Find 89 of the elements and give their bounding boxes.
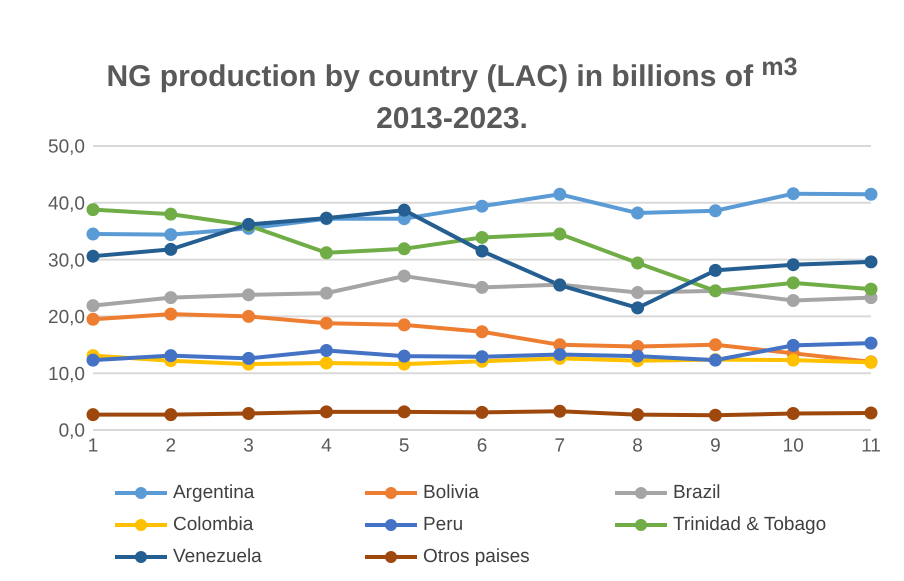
x-tick-label: 9 — [710, 435, 721, 456]
point — [164, 308, 178, 321]
point — [631, 286, 644, 300]
point — [864, 255, 878, 268]
x-tick-label: 1 — [88, 435, 98, 456]
point — [164, 242, 178, 256]
y-tick-label: 40,0 — [48, 194, 85, 215]
point — [786, 338, 800, 352]
point — [553, 404, 566, 418]
point — [864, 282, 878, 296]
y-tick-label: 10,0 — [48, 364, 85, 385]
y-tick-label: 30,0 — [48, 250, 85, 272]
legend-label: Peru — [423, 514, 464, 536]
point — [786, 407, 800, 420]
point — [476, 325, 488, 338]
x-tick-label: 6 — [476, 435, 488, 456]
point — [398, 242, 411, 256]
point — [398, 350, 411, 363]
point — [398, 405, 411, 418]
x-tick-label: 10 — [782, 435, 804, 456]
point — [864, 406, 878, 420]
point — [320, 286, 333, 300]
point — [476, 350, 488, 364]
point — [476, 200, 488, 213]
x-tick-label: 3 — [243, 435, 254, 456]
legend-label: Venezuela — [173, 546, 262, 568]
y-tick-label: 0,0 — [58, 420, 85, 442]
point — [553, 228, 566, 241]
point — [631, 206, 644, 220]
point — [786, 294, 800, 307]
point — [553, 348, 566, 361]
legend-label: Argentina — [173, 482, 254, 504]
y-tick-label: 50,0 — [48, 136, 85, 158]
point — [320, 246, 333, 260]
point — [476, 406, 488, 419]
point — [164, 208, 178, 221]
point — [476, 280, 488, 294]
point — [86, 250, 100, 263]
chart-title: NG production by country (LAC) in billions of $^{m3}$ 2013-2023. — [106, 53, 798, 135]
x-tick-label: 7 — [554, 435, 566, 456]
point — [164, 349, 178, 362]
point — [708, 408, 722, 422]
legend-label: Colombia — [173, 514, 254, 536]
point — [164, 408, 178, 422]
point — [476, 244, 488, 258]
x-tick-label: 8 — [632, 435, 643, 456]
point — [631, 350, 644, 363]
point — [86, 408, 100, 422]
point — [398, 204, 411, 217]
x-tick-label: 5 — [398, 435, 410, 456]
x-tick-label: 2 — [166, 435, 176, 456]
point — [86, 228, 100, 241]
point — [164, 228, 178, 242]
point — [864, 336, 878, 350]
point — [320, 316, 333, 330]
point — [242, 407, 256, 420]
point — [786, 258, 800, 272]
point — [242, 352, 256, 365]
point — [786, 187, 800, 200]
point — [242, 288, 256, 302]
point — [86, 354, 100, 367]
point — [164, 291, 178, 304]
point — [476, 230, 488, 244]
point — [242, 310, 256, 323]
point — [864, 188, 878, 201]
legend-label: Brazil — [673, 482, 721, 504]
point — [398, 318, 411, 332]
point — [398, 270, 411, 283]
point — [320, 405, 333, 418]
point — [708, 204, 722, 218]
legend-label: Trinidad & Tobago — [673, 514, 826, 536]
point — [786, 354, 800, 367]
point — [320, 356, 333, 370]
point — [631, 408, 644, 422]
x-tick-label: 11 — [861, 435, 881, 456]
point — [320, 344, 333, 357]
legend-label: Otros paises — [423, 546, 530, 568]
point — [631, 256, 644, 270]
point — [708, 264, 722, 277]
point — [708, 338, 722, 352]
point — [86, 299, 100, 312]
legend-label: Bolivia — [423, 482, 479, 504]
point — [631, 301, 644, 314]
point — [553, 188, 566, 201]
point — [786, 276, 800, 290]
y-tick-label: 20,0 — [48, 307, 85, 328]
point — [86, 203, 100, 216]
x-tick-label: 4 — [321, 435, 332, 456]
point — [86, 312, 100, 326]
